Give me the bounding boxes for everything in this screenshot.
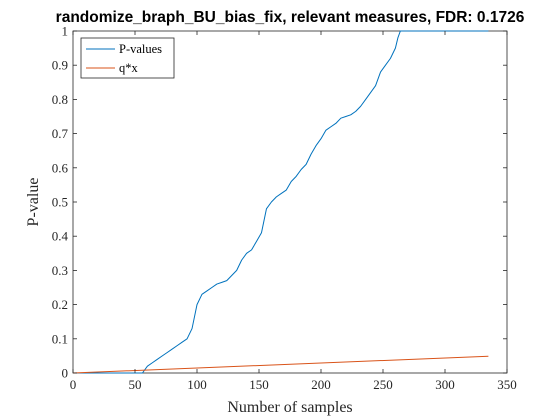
- x-tick-label: 50: [129, 377, 142, 392]
- tick-layer: 0 50 100 150 200 250 300 350 0 0.1 0.2 0.3 0.4 0.5 0.6…: [52, 24, 517, 393]
- y-tick-label: 0.9: [52, 58, 68, 73]
- y-tick-label: 0.7: [52, 126, 69, 141]
- x-tick-label: 350: [497, 377, 517, 392]
- axes-box: [72, 30, 508, 374]
- y-tick-label: 0.6: [52, 160, 69, 175]
- y-tick-label: 0.5: [52, 195, 68, 210]
- series-line-p-values: [74, 30, 489, 374]
- y-tick-label: 0.4: [52, 229, 69, 244]
- y-tick-label: 1: [62, 24, 69, 39]
- x-tick-label: 0: [70, 377, 77, 392]
- x-tick-label: 100: [187, 377, 207, 392]
- y-tick-label: 0.2: [52, 297, 68, 312]
- y-tick-label: 0: [62, 366, 69, 381]
- y-tick-label: 0.1: [52, 331, 68, 346]
- x-tick-label: 150: [249, 377, 269, 392]
- legend-box: [80, 37, 175, 79]
- series-line-q-x: [72, 355, 489, 374]
- plot-area: 0 50 100 150 200 250 300 350 0 0.1 0.2 0.3 0.4 0.5 0.6…: [52, 24, 517, 393]
- x-axis-label: Number of samples: [227, 399, 352, 416]
- x-tick-label: 200: [311, 377, 331, 392]
- chart-title: randomize_braph_BU_bias_fix, relevant me…: [56, 9, 525, 26]
- y-tick-label: 0.8: [52, 92, 68, 107]
- x-tick-label: 250: [373, 377, 393, 392]
- legend-label-q-x: q*x: [119, 61, 139, 75]
- y-axis-label: P-value: [25, 178, 42, 227]
- y-tick-label: 0.3: [52, 263, 68, 278]
- legend-label-p-values: P-values: [119, 42, 162, 56]
- legend: P-values q*x: [80, 37, 175, 79]
- series-layer: [72, 30, 489, 374]
- x-tick-label: 300: [435, 377, 455, 392]
